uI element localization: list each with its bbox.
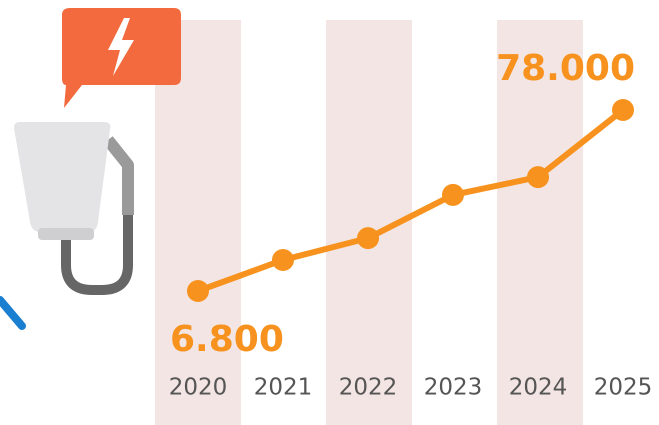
- stripe: [155, 20, 241, 425]
- x-tick-label: 2024: [509, 375, 568, 401]
- blue-accent: [0, 296, 26, 330]
- charger-base: [38, 228, 94, 240]
- charger-neck: [103, 136, 134, 215]
- lightning-bolt: [108, 18, 134, 76]
- x-tick-label: 2022: [339, 375, 398, 401]
- point: [442, 183, 464, 206]
- point: [272, 248, 294, 271]
- line: [196, 107, 625, 294]
- stripe: [497, 20, 583, 425]
- charger-icon: [0, 8, 181, 330]
- charger-body: [14, 122, 111, 232]
- value-label: 6.800: [170, 319, 284, 360]
- point: [187, 280, 209, 302]
- x-tick-label: 2025: [594, 375, 653, 401]
- x-tick-label: 2023: [424, 375, 483, 401]
- x-tick-label: 2020: [169, 375, 228, 401]
- value-label: 78.000: [496, 48, 635, 89]
- cable: [61, 215, 133, 295]
- point: [357, 227, 379, 250]
- x-tick-label: 2021: [254, 375, 313, 401]
- point: [527, 166, 549, 189]
- point: [612, 99, 634, 121]
